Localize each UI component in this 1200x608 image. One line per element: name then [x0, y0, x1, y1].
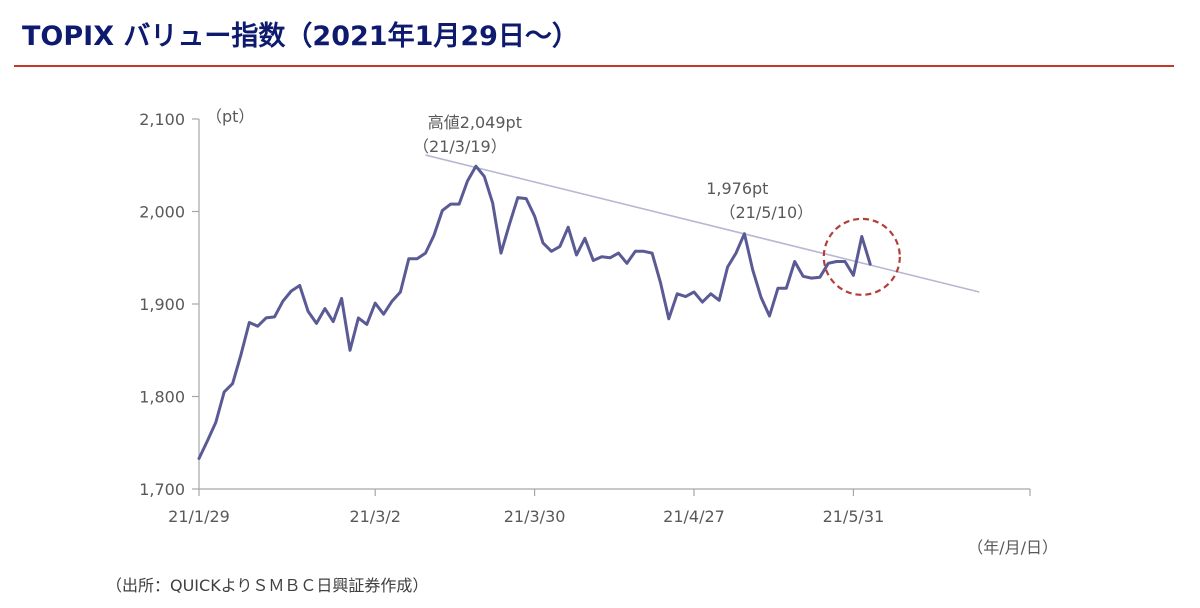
title-underline: [14, 65, 1174, 67]
y-tick-label: 2,100: [139, 110, 185, 129]
chart-title: TOPIX バリュー指数（2021年1月29日～）: [22, 21, 579, 52]
y-tick-label: 1,700: [139, 480, 185, 499]
annotation-peak-date: （21/5/10）: [720, 203, 814, 222]
annotation-high-date: （21/3/19）: [413, 137, 507, 156]
chart-axes: 1,700 1,800 1,900 2,000 2,100 21/1/29 21/3/2 21…: [139, 107, 1058, 557]
y-tick-label: 1,800: [139, 388, 185, 407]
trend-line-layer: [425, 154, 980, 293]
y-tick-label: 1,900: [139, 295, 185, 314]
x-tick-label: 21/3/2: [349, 507, 401, 526]
series-line-topix-value: [197, 164, 872, 460]
x-tick-label: 21/3/30: [504, 507, 566, 526]
x-tick-label: 21/1/29: [168, 507, 230, 526]
x-tick-label: 21/4/27: [663, 507, 725, 526]
source-note: （出所：QUICKよりＳＭＢＣ日興証券作成）: [106, 576, 429, 595]
annotation-high-value: 高値2,049pt: [428, 113, 522, 132]
x-tick-label: 21/5/31: [823, 507, 885, 526]
y-tick-label: 2,000: [139, 203, 185, 222]
annotation-peak-value: 1,976pt: [706, 179, 768, 198]
y-axis-unit-label: （pt）: [206, 107, 254, 126]
x-axis-unit-label: （年/月/日）: [967, 538, 1058, 557]
resistance-trend-line: [425, 154, 980, 293]
label-layer: 高値2,049pt （21/3/19） 1,976pt （21/5/10）: [413, 113, 901, 296]
series-layer: [197, 164, 872, 460]
highlight-circle: [822, 217, 901, 296]
